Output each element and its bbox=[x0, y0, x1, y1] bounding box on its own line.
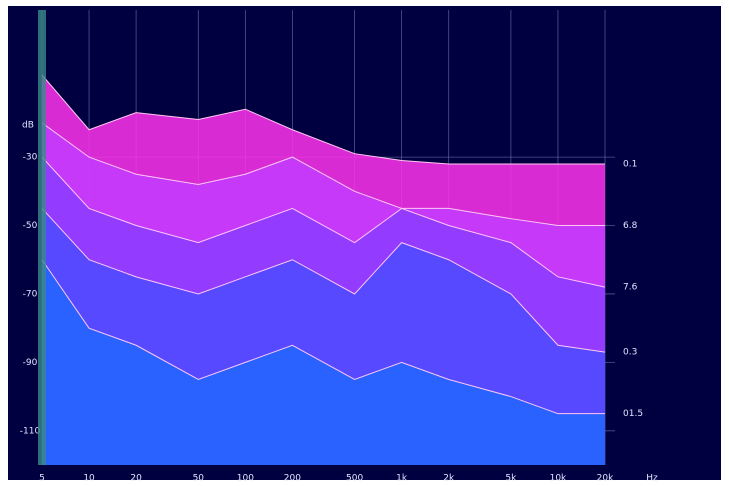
x-tick-label: 1k bbox=[396, 474, 408, 484]
y-tick-label: -50 bbox=[23, 221, 38, 231]
x-tick-label: 5 bbox=[39, 474, 45, 484]
x-tick-label: 200 bbox=[284, 474, 301, 484]
x-tick-label: 5k bbox=[505, 474, 517, 484]
legend-label: 6.8 bbox=[623, 221, 638, 231]
x-axis-label: Hz bbox=[646, 474, 658, 484]
y-tick-label: -110 bbox=[20, 426, 41, 436]
legend-label: 0.1 bbox=[623, 159, 637, 169]
x-tick-label: 2k bbox=[443, 474, 455, 484]
x-tick-label: 100 bbox=[237, 474, 254, 484]
y-tick-label: -70 bbox=[23, 289, 38, 299]
legend-label: 7.6 bbox=[623, 283, 638, 293]
x-tick-label: 20 bbox=[130, 474, 142, 484]
chart: dB Hz 5 10 20 50 100 200 500 1k 2k 5k 10k 20k -30 -50… bbox=[0, 0, 729, 486]
y-tick-label: -90 bbox=[23, 358, 38, 368]
left-wall bbox=[38, 10, 46, 465]
y-axis-label: dB bbox=[22, 121, 34, 131]
y-tick-label: -30 bbox=[23, 153, 38, 163]
x-tick-label: 10 bbox=[83, 474, 95, 484]
x-tick-label: 20k bbox=[597, 474, 614, 484]
x-tick-label: 10k bbox=[550, 474, 567, 484]
legend-label: 0.3 bbox=[623, 348, 637, 358]
x-tick-label: 500 bbox=[346, 474, 363, 484]
legend-label: 01.5 bbox=[623, 409, 643, 419]
x-tick-label: 50 bbox=[193, 474, 205, 484]
